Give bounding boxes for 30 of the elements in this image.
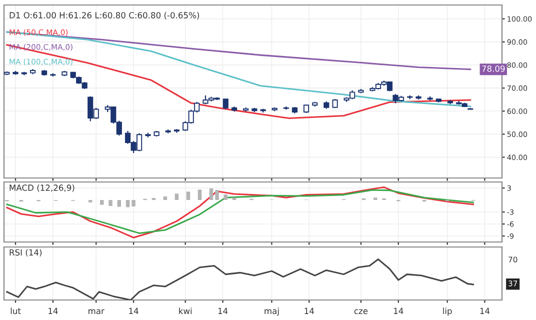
x-tick-label: 14 (304, 308, 314, 314)
x-tick-label: lip (443, 308, 452, 316)
x-tick-label: 14 (394, 308, 404, 314)
x-tick-label: cze (354, 309, 368, 314)
x-tick-label: mar (88, 309, 104, 314)
bar (209, 188, 214, 200)
bar (132, 200, 136, 206)
bar (215, 190, 219, 200)
bar (108, 200, 112, 206)
x-tick-label: 14 (129, 308, 138, 314)
x-tick-label: lut (10, 308, 21, 314)
x-tick-label: maj (264, 308, 279, 316)
bar (186, 192, 190, 200)
bar (100, 200, 104, 205)
bar (163, 196, 168, 200)
x-tick-label: 14 (48, 308, 58, 314)
bar (224, 194, 228, 200)
chart-title: RSI (14) (10, 249, 42, 257)
data-label: 78.09 (482, 65, 505, 72)
bar (117, 200, 122, 207)
chart-title: MACD (12,26,9) (10, 184, 74, 192)
text: D1 O:61.00 H:61.26 L:60.80 C:60.80 (-0.65%) (10, 12, 200, 20)
candlestick (222, 98, 228, 110)
bar (198, 190, 202, 200)
bar (174, 194, 179, 200)
x-tick-label: kwi (179, 308, 192, 314)
x-tick-label: 14 (480, 308, 490, 314)
x-tick-label: 14 (218, 308, 228, 314)
bar (126, 200, 130, 208)
line-series (6, 31, 472, 108)
